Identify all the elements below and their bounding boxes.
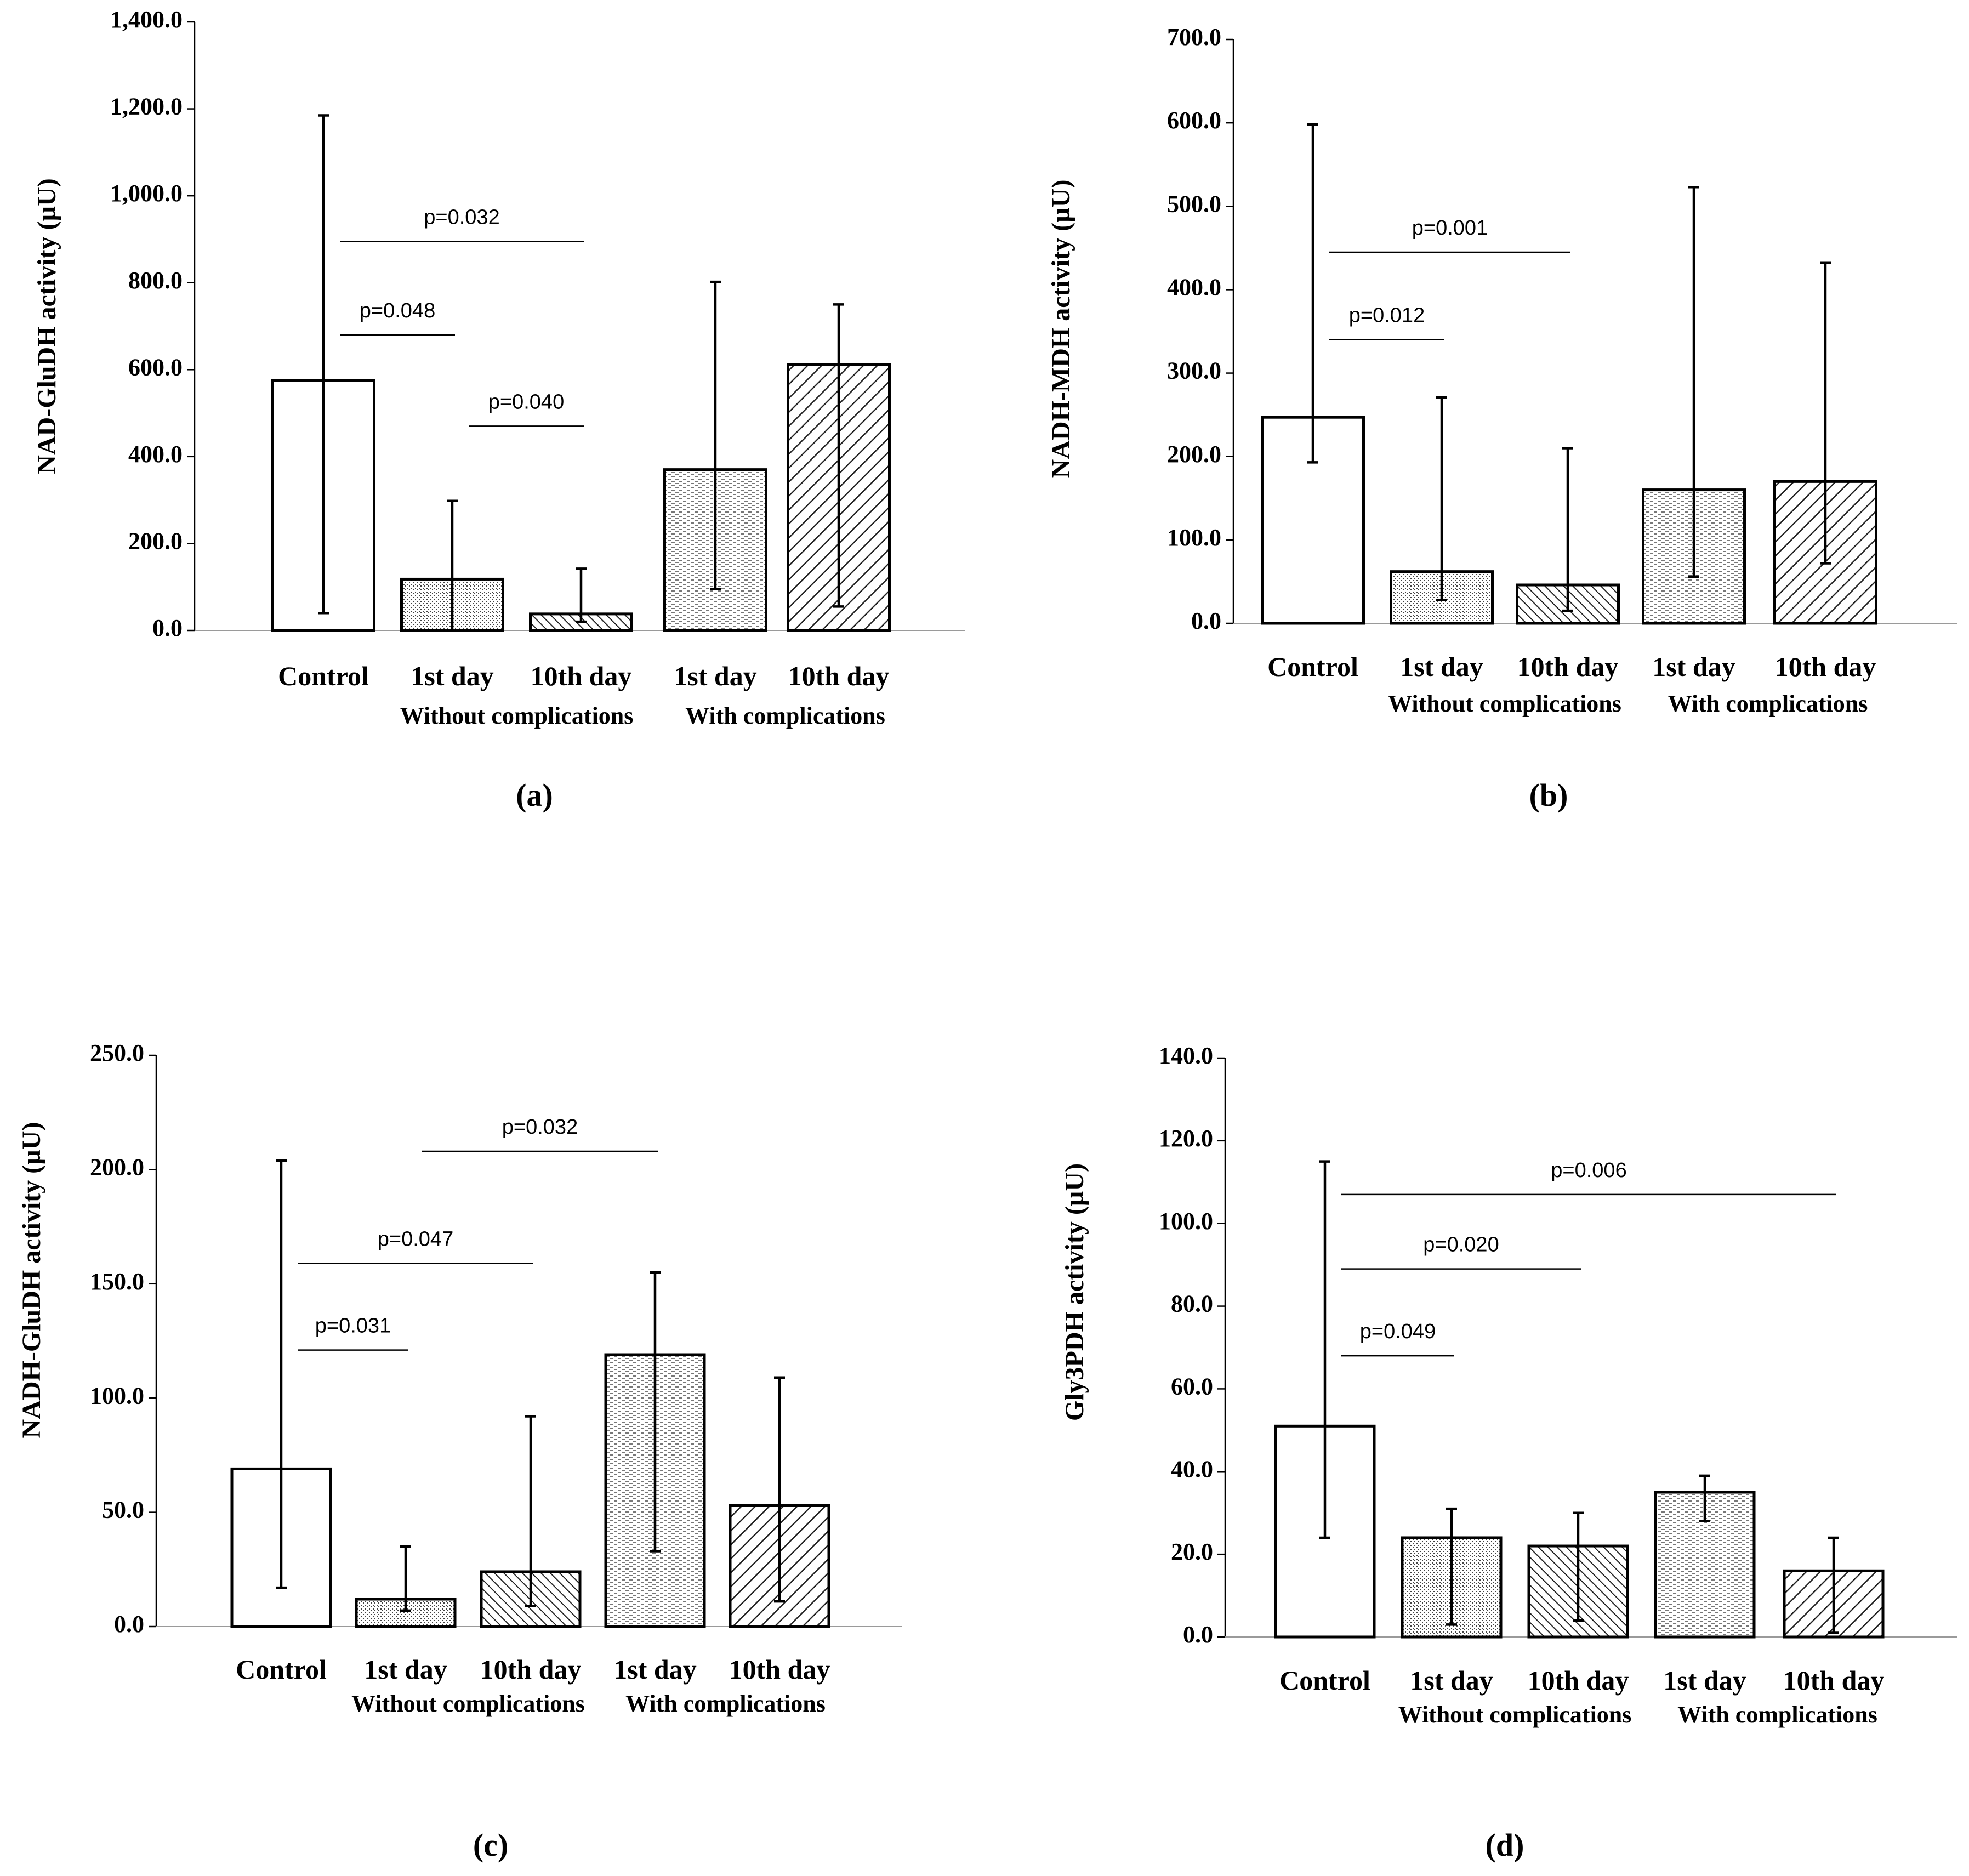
panel-a-ylabel: NAD-GluDH activity (µU): [32, 178, 61, 474]
panel-a-category-label: Control: [278, 661, 369, 691]
panel-c-category-label: 10th day: [729, 1654, 830, 1685]
panel-a-ytick-label: 400.0: [128, 441, 183, 468]
panel-d-ytick-label: 100.0: [1159, 1208, 1213, 1235]
panel-c-label: (c): [473, 1827, 508, 1863]
panel-d: Gly3PDH activity (µU) (d) 0.0 20.0 40.0 60.…: [1060, 1042, 1957, 1863]
panel-a-significance-label: p=0.048: [360, 299, 435, 322]
panel-a-category-label: 1st day: [411, 661, 493, 691]
panel-a-category-label: 10th day: [788, 661, 890, 691]
panel-b-ytick-label: 600.0: [1167, 107, 1221, 134]
panel-a-ytick-label: 200.0: [128, 528, 183, 555]
panel-d-ytick-label: 80.0: [1171, 1291, 1213, 1317]
panel-c-category-label: 1st day: [613, 1654, 696, 1685]
panel-c-category-label: 1st day: [364, 1654, 447, 1685]
panel-c-category-label: 10th day: [480, 1654, 582, 1685]
panel-d-group-label-without: Without complications: [1398, 1701, 1632, 1728]
panel-a-ytick-label: 0.0: [152, 615, 183, 641]
panel-b-significance-label: p=0.012: [1349, 304, 1425, 327]
panel-c-ylabel: NADH-GluDH activity (µU): [17, 1122, 46, 1439]
panel-b-category-label: 1st day: [1652, 651, 1735, 682]
panel-b-ytick-label: 200.0: [1167, 441, 1221, 468]
panel-b-category-label: 1st day: [1400, 651, 1483, 682]
panel-c: NADH-GluDH activity (µU) (c) 0.0 50.0 100.…: [17, 1039, 902, 1863]
panel-b-category-label: 10th day: [1775, 651, 1876, 682]
panel-c-ytick-label: 200.0: [90, 1153, 144, 1180]
panel-c-category-label: Control: [236, 1654, 327, 1685]
panel-d-significance-label: p=0.049: [1360, 1320, 1436, 1343]
panel-b-ytick-label: 100.0: [1167, 524, 1221, 551]
panel-d-label: (d): [1486, 1827, 1524, 1863]
panel-a-ytick-label: 1,200.0: [110, 93, 183, 120]
panel-b-significance-label: p=0.001: [1412, 217, 1488, 240]
panel-a-group-label-with: With complications: [685, 702, 885, 729]
panel-a-significance-label: p=0.032: [424, 206, 499, 229]
panel-b-ytick-label: 500.0: [1167, 190, 1221, 217]
panel-b-category-label: Control: [1267, 651, 1358, 682]
panel-c-ytick-label: 50.0: [102, 1497, 144, 1523]
panel-c-significance-label: p=0.047: [378, 1227, 453, 1250]
panel-d-ytick-label: 140.0: [1159, 1042, 1213, 1069]
panel-c-ytick-label: 100.0: [90, 1382, 144, 1409]
panel-d-category-label: 10th day: [1783, 1665, 1885, 1696]
panel-c-ytick-label: 250.0: [90, 1039, 144, 1066]
panel-d-significance-label: p=0.006: [1551, 1159, 1626, 1182]
panel-c-group-label-with: With complications: [625, 1690, 826, 1717]
panel-d-ylabel: Gly3PDH activity (µU): [1060, 1163, 1089, 1421]
panel-d-category-label: 1st day: [1663, 1665, 1746, 1696]
panel-b: NADH-MDH activity (µU) (b) 0.0 100.0 200.0…: [1046, 24, 1957, 813]
panel-a-label: (a): [516, 777, 553, 813]
panel-b-group-label-with: With complications: [1668, 690, 1868, 717]
panel-c-ytick-label: 0.0: [114, 1611, 144, 1638]
panel-a-group-label-without: Without complications: [400, 702, 634, 729]
panel-d-ytick-label: 40.0: [1171, 1456, 1213, 1482]
panel-c-group-label-without: Without complications: [351, 1690, 585, 1717]
panel-d-ytick-label: 0.0: [1183, 1621, 1213, 1648]
panel-d-ytick-label: 60.0: [1171, 1373, 1213, 1400]
panel-a-ytick-label: 1,400.0: [110, 6, 183, 33]
panel-a: NAD-GluDH activity (µU) (a) 0.0 200.0 400.…: [32, 6, 965, 813]
panel-b-ytick-label: 300.0: [1167, 357, 1221, 384]
panel-a-category-label: 1st day: [674, 661, 756, 691]
panel-d-category-label: 1st day: [1410, 1665, 1493, 1696]
panel-a-significance-label: p=0.040: [488, 390, 564, 413]
panel-b-group-label-without: Without complications: [1388, 690, 1621, 717]
panel-b-ytick-label: 400.0: [1167, 274, 1221, 301]
panel-a-ytick-label: 800.0: [128, 267, 183, 294]
panel-b-label: (b): [1529, 777, 1568, 813]
panel-a-ytick-label: 600.0: [128, 354, 183, 380]
panel-c-significance-label: p=0.031: [315, 1315, 391, 1338]
panel-d-category-label: 10th day: [1528, 1665, 1629, 1696]
panel-c-significance-label: p=0.032: [502, 1116, 578, 1139]
panel-b-ytick-label: 0.0: [1191, 607, 1221, 634]
panel-b-ytick-label: 700.0: [1167, 24, 1221, 50]
panel-d-significance-label: p=0.020: [1423, 1233, 1499, 1257]
panel-a-ytick-label: 1,000.0: [110, 180, 183, 207]
panel-b-category-label: 10th day: [1517, 651, 1619, 682]
panel-d-ytick-label: 20.0: [1171, 1538, 1213, 1565]
panel-c-ytick-label: 150.0: [90, 1268, 144, 1295]
panel-d-group-label-with: With complications: [1677, 1701, 1877, 1728]
panel-d-ytick-label: 120.0: [1159, 1125, 1213, 1152]
panel-b-ylabel: NADH-MDH activity (µU): [1046, 180, 1075, 479]
panel-a-category-label: 10th day: [531, 661, 632, 691]
panel-d-category-label: Control: [1279, 1665, 1370, 1696]
